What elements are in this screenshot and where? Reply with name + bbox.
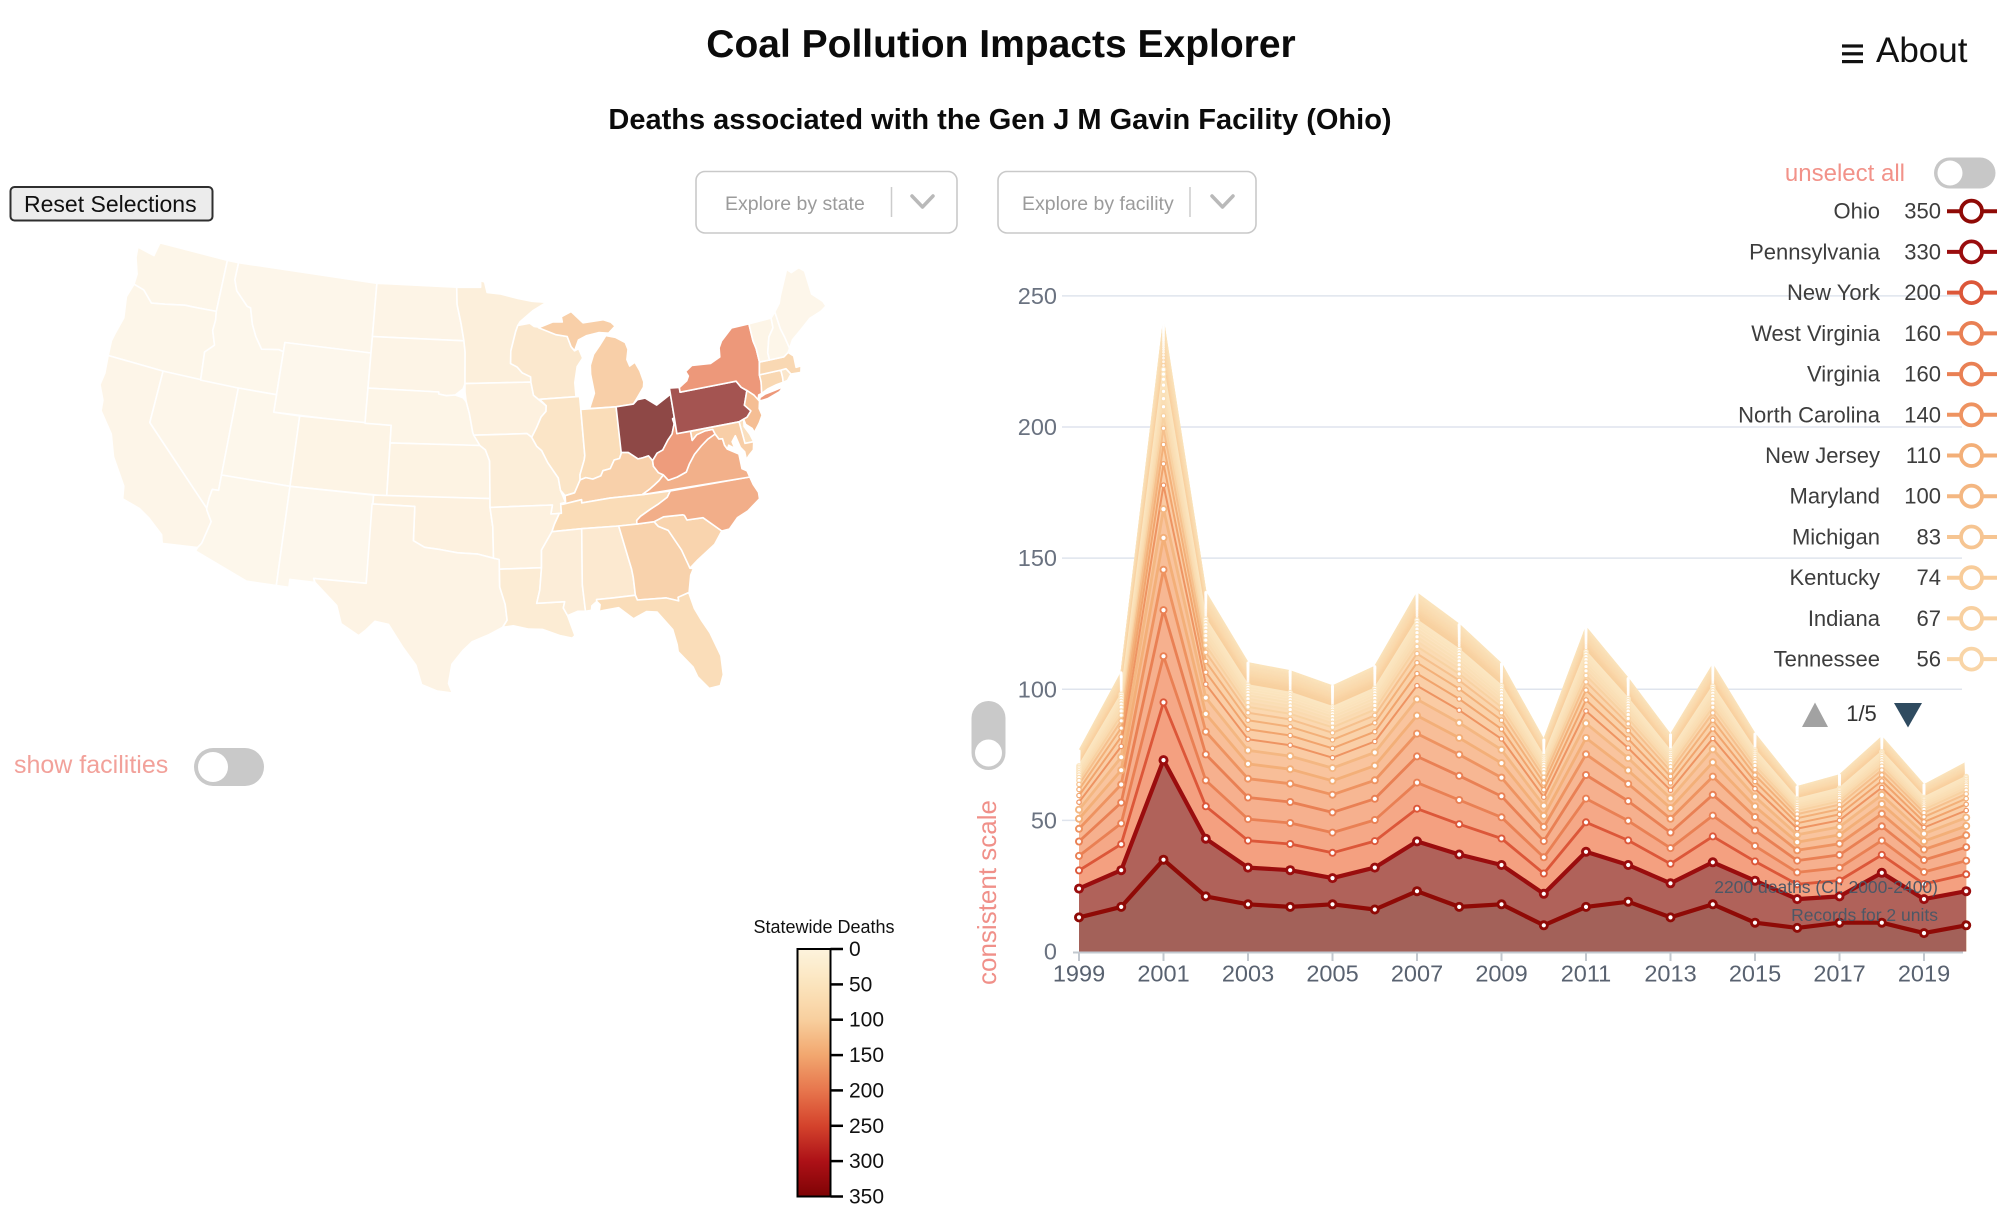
svg-text:consistent scale: consistent scale [972,800,1002,985]
svg-text:Statewide Deaths: Statewide Deaths [753,917,894,937]
svg-text:Reset Selections: Reset Selections [24,191,197,217]
svg-text:Kentucky: Kentucky [1790,565,1881,590]
svg-text:2019: 2019 [1898,961,1950,987]
svg-text:160: 160 [1904,362,1941,387]
svg-text:140: 140 [1904,402,1941,427]
svg-text:Maryland: Maryland [1790,484,1880,509]
svg-text:150: 150 [1018,545,1057,571]
svg-text:North Carolina: North Carolina [1738,402,1881,427]
svg-text:200: 200 [1018,414,1057,440]
svg-text:83: 83 [1917,525,1941,550]
svg-text:unselect all: unselect all [1785,160,1905,187]
svg-text:New York: New York [1787,280,1881,305]
svg-text:Virginia: Virginia [1807,362,1881,387]
svg-text:150: 150 [849,1044,884,1067]
svg-text:1999: 1999 [1053,961,1105,987]
svg-text:110: 110 [1906,443,1941,468]
svg-text:350: 350 [1904,199,1941,224]
svg-text:2015: 2015 [1729,961,1781,987]
svg-text:2007: 2007 [1391,961,1443,987]
svg-text:300: 300 [849,1150,884,1173]
svg-text:1/5: 1/5 [1846,701,1877,726]
svg-text:200: 200 [1904,280,1941,305]
svg-text:2005: 2005 [1306,961,1358,987]
svg-text:67: 67 [1917,606,1941,631]
svg-text:74: 74 [1917,565,1941,590]
svg-text:About: About [1876,31,1968,70]
svg-text:Records for 2 units: Records for 2 units [1791,905,1938,925]
svg-text:0: 0 [849,938,861,961]
svg-text:Tennessee: Tennessee [1774,647,1880,672]
svg-text:2013: 2013 [1644,961,1696,987]
svg-text:250: 250 [1018,283,1057,309]
svg-text:2009: 2009 [1475,961,1527,987]
svg-text:330: 330 [1904,239,1941,264]
svg-text:West Virginia: West Virginia [1751,321,1881,346]
svg-text:2011: 2011 [1561,961,1612,987]
svg-text:Pennsylvania: Pennsylvania [1749,239,1881,264]
svg-text:Ohio: Ohio [1834,199,1880,224]
svg-text:show facilities: show facilities [14,751,168,779]
svg-text:350: 350 [849,1186,884,1209]
svg-text:2003: 2003 [1222,961,1274,987]
svg-text:Explore by state: Explore by state [725,193,865,215]
svg-text:Explore by facility: Explore by facility [1022,193,1174,215]
svg-text:Deaths associated with the Gen: Deaths associated with the Gen J M Gavin… [608,104,1391,136]
svg-text:2017: 2017 [1813,961,1865,987]
svg-text:56: 56 [1917,647,1941,672]
svg-text:50: 50 [1031,807,1057,833]
svg-text:0: 0 [1044,939,1057,965]
svg-text:100: 100 [849,1009,884,1032]
svg-text:2200 deaths (CI: 2000-2400): 2200 deaths (CI: 2000-2400) [1714,877,1938,897]
svg-text:New Jersey: New Jersey [1765,443,1880,468]
svg-text:50: 50 [849,973,872,996]
svg-text:Indiana: Indiana [1808,606,1881,631]
svg-text:100: 100 [1904,484,1941,509]
svg-text:100: 100 [1018,676,1057,702]
svg-text:Michigan: Michigan [1792,525,1880,550]
svg-text:Coal Pollution Impacts Explore: Coal Pollution Impacts Explorer [706,23,1295,66]
svg-text:250: 250 [849,1115,884,1138]
svg-text:2001: 2001 [1137,961,1189,987]
svg-text:200: 200 [849,1079,884,1102]
svg-text:160: 160 [1904,321,1941,346]
